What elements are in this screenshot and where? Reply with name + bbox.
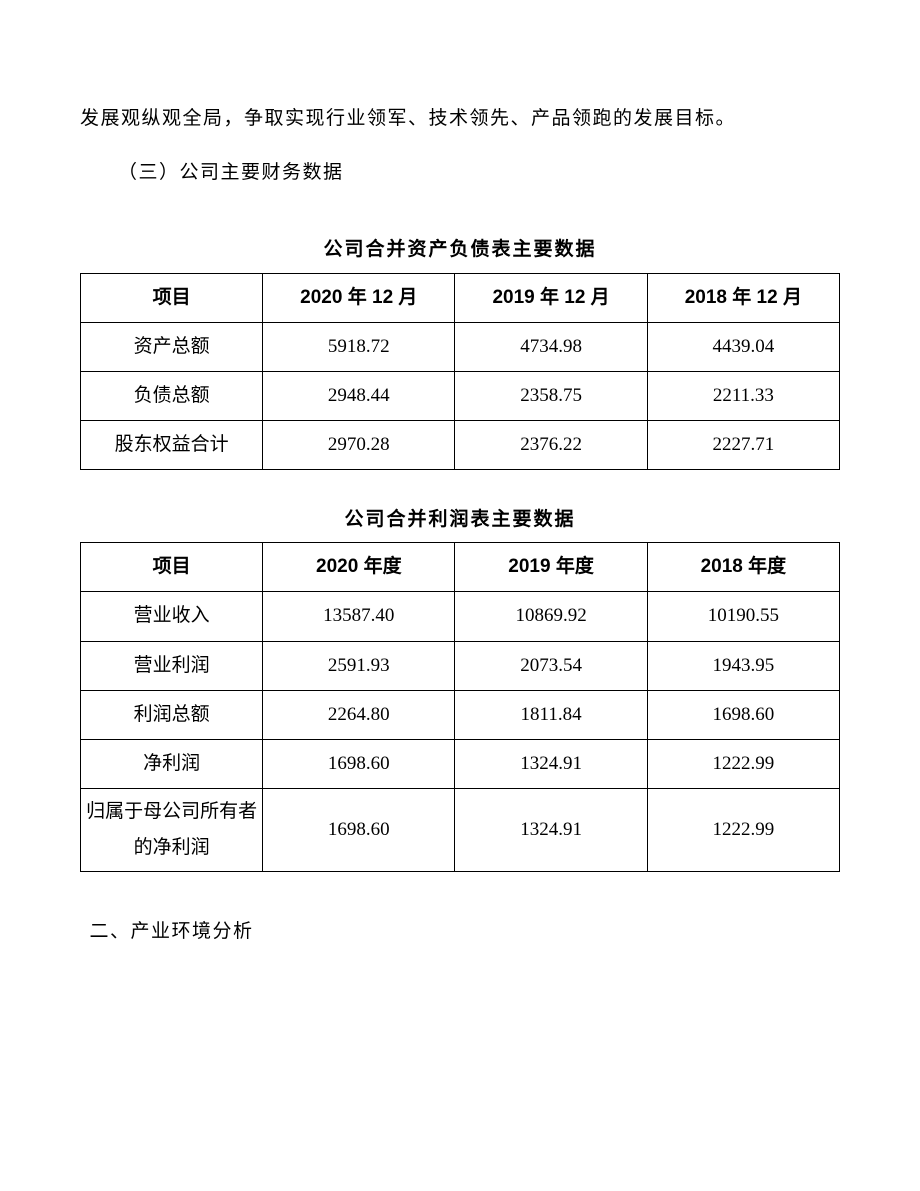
table2-cell-value: 1698.60 bbox=[263, 788, 455, 871]
table1-col-header: 2018 年 12 月 bbox=[647, 273, 839, 322]
table-row: 利润总额 2264.80 1811.84 1698.60 bbox=[81, 690, 840, 739]
table-row: 负债总额 2948.44 2358.75 2211.33 bbox=[81, 371, 840, 420]
table2-cell-label: 净利润 bbox=[81, 739, 263, 788]
table1-cell-label: 资产总额 bbox=[81, 322, 263, 371]
table-header-row: 项目 2020 年度 2019 年度 2018 年度 bbox=[81, 543, 840, 592]
table2-title: 公司合并利润表主要数据 bbox=[80, 506, 840, 535]
table1-cell-value: 4439.04 bbox=[647, 322, 839, 371]
table1-cell-value: 4734.98 bbox=[455, 322, 647, 371]
section-heading-industry: 二、产业环境分析 bbox=[80, 908, 840, 956]
table2-cell-label: 营业利润 bbox=[81, 641, 263, 690]
table2-cell-value: 2591.93 bbox=[263, 641, 455, 690]
table2-col-header: 2019 年度 bbox=[455, 543, 647, 592]
table1-cell-value: 2376.22 bbox=[455, 420, 647, 469]
table2-cell-value: 13587.40 bbox=[263, 592, 455, 641]
table2-cell-value: 1811.84 bbox=[455, 690, 647, 739]
table1-col-header: 2019 年 12 月 bbox=[455, 273, 647, 322]
table2-cell-value: 1324.91 bbox=[455, 739, 647, 788]
table2-col-header: 2020 年度 bbox=[263, 543, 455, 592]
table1-col-header: 2020 年 12 月 bbox=[263, 273, 455, 322]
table1-cell-value: 2211.33 bbox=[647, 371, 839, 420]
table2-cell-label: 归属于母公司所有者的净利润 bbox=[81, 788, 263, 871]
balance-sheet-table: 项目 2020 年 12 月 2019 年 12 月 2018 年 12 月 资… bbox=[80, 273, 840, 470]
table1-title: 公司合并资产负债表主要数据 bbox=[80, 236, 840, 265]
table1-cell-value: 2970.28 bbox=[263, 420, 455, 469]
table2-cell-value: 10869.92 bbox=[455, 592, 647, 641]
table-row: 资产总额 5918.72 4734.98 4439.04 bbox=[81, 322, 840, 371]
table2-cell-value: 1222.99 bbox=[647, 788, 839, 871]
table1-col-header: 项目 bbox=[81, 273, 263, 322]
table-row: 归属于母公司所有者的净利润 1698.60 1324.91 1222.99 bbox=[81, 788, 840, 871]
table-header-row: 项目 2020 年 12 月 2019 年 12 月 2018 年 12 月 bbox=[81, 273, 840, 322]
table2-cell-value: 1943.95 bbox=[647, 641, 839, 690]
table2-cell-value: 1698.60 bbox=[263, 739, 455, 788]
table-row: 营业利润 2591.93 2073.54 1943.95 bbox=[81, 641, 840, 690]
table-row: 股东权益合计 2970.28 2376.22 2227.71 bbox=[81, 420, 840, 469]
table2-cell-label: 营业收入 bbox=[81, 592, 263, 641]
table1-cell-value: 2227.71 bbox=[647, 420, 839, 469]
table1-cell-value: 5918.72 bbox=[263, 322, 455, 371]
table1-cell-label: 股东权益合计 bbox=[81, 420, 263, 469]
table2-cell-label: 利润总额 bbox=[81, 690, 263, 739]
table-row: 营业收入 13587.40 10869.92 10190.55 bbox=[81, 592, 840, 641]
table1-cell-label: 负债总额 bbox=[81, 371, 263, 420]
table2-cell-value: 2264.80 bbox=[263, 690, 455, 739]
table1-cell-value: 2948.44 bbox=[263, 371, 455, 420]
table2-cell-value: 2073.54 bbox=[455, 641, 647, 690]
table2-col-header: 2018 年度 bbox=[647, 543, 839, 592]
table2-cell-value: 10190.55 bbox=[647, 592, 839, 641]
table2-cell-value: 1222.99 bbox=[647, 739, 839, 788]
section-heading-financial: （三）公司主要财务数据 bbox=[80, 149, 840, 197]
table-row: 净利润 1698.60 1324.91 1222.99 bbox=[81, 739, 840, 788]
table2-col-header: 项目 bbox=[81, 543, 263, 592]
table1-cell-value: 2358.75 bbox=[455, 371, 647, 420]
table2-cell-value: 1698.60 bbox=[647, 690, 839, 739]
income-statement-table: 项目 2020 年度 2019 年度 2018 年度 营业收入 13587.40… bbox=[80, 542, 840, 872]
table2-cell-value: 1324.91 bbox=[455, 788, 647, 871]
paragraph-intro: 发展观纵观全局，争取实现行业领军、技术领先、产品领跑的发展目标。 bbox=[80, 95, 840, 143]
